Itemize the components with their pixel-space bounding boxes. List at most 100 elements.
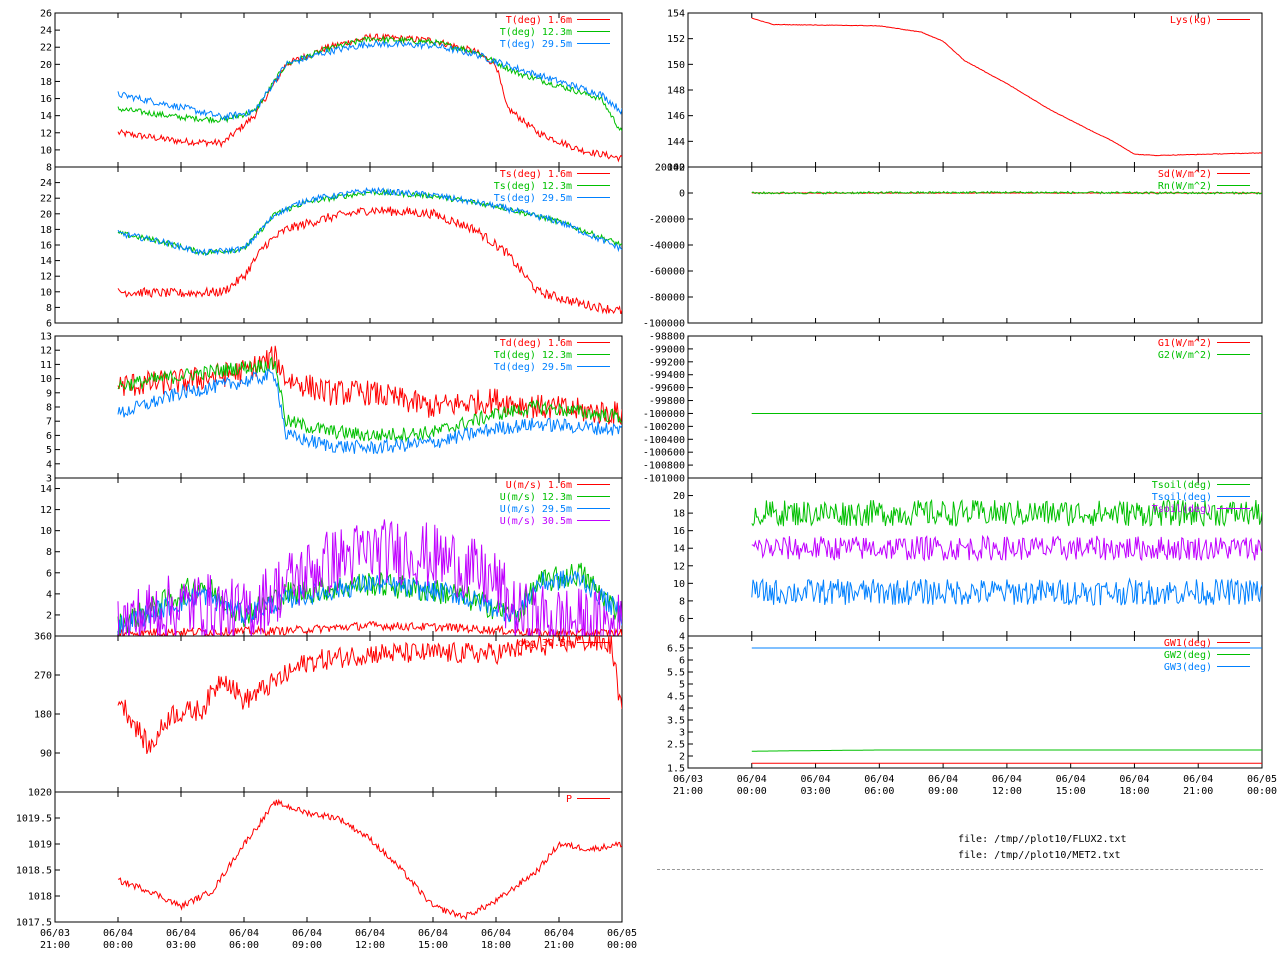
y-tick-label: 18 bbox=[40, 225, 52, 236]
y-tick-label: 154 bbox=[667, 9, 685, 20]
y-tick-label: 1.5 bbox=[667, 764, 685, 775]
y-tick-label: 6.5 bbox=[667, 644, 685, 655]
y-tick-label: 150 bbox=[667, 60, 685, 71]
y-tick-label: 4 bbox=[46, 589, 52, 600]
y-tick-label: 6 bbox=[679, 656, 685, 667]
y-tick-label: -60000 bbox=[649, 267, 685, 278]
legend-entry: Tsoil(deg) bbox=[1152, 492, 1212, 503]
x-tick-label: 06/04 bbox=[992, 774, 1022, 785]
x-tick-label: 06/04 bbox=[928, 774, 958, 785]
x-tick-label: 18:00 bbox=[481, 940, 511, 951]
legend-entry: G2(W/m^2) bbox=[1158, 350, 1212, 361]
series-line bbox=[117, 519, 622, 636]
chart-panel-8: -101000 -100800 -100600 -100400 -100200 -1000… bbox=[643, 332, 1263, 485]
legend-entry: deg 30.5m bbox=[518, 638, 572, 649]
y-tick-label: -99000 bbox=[649, 344, 685, 355]
y-tick-label: 90 bbox=[40, 749, 52, 760]
y-tick-label: 3.5 bbox=[667, 716, 685, 727]
series-line bbox=[117, 570, 622, 635]
y-tick-label: 10 bbox=[40, 287, 52, 298]
y-tick-label: 12 bbox=[40, 346, 52, 357]
y-tick-label: 14 bbox=[40, 256, 52, 267]
series-line bbox=[117, 188, 622, 256]
chart-panel-0: 8 10 12 14 16 18 20 22 24 26 T(deg) 1.6mT(deg) 12.… bbox=[40, 9, 623, 174]
series-line bbox=[117, 798, 622, 921]
series-line bbox=[751, 498, 1262, 527]
x-tick-label: 21:00 bbox=[544, 940, 574, 951]
y-tick-label: 3 bbox=[679, 728, 685, 739]
x-tick-label: 06:00 bbox=[229, 940, 259, 951]
y-tick-label: -100800 bbox=[643, 461, 685, 472]
y-tick-label: 5 bbox=[46, 445, 52, 456]
y-tick-label: 9 bbox=[46, 388, 52, 399]
y-tick-label: -40000 bbox=[649, 241, 685, 252]
legend-entry: U(m/s) 12.3m bbox=[500, 492, 572, 503]
series-line bbox=[751, 749, 1262, 752]
y-tick-label: 2 bbox=[46, 610, 52, 621]
y-tick-label: -80000 bbox=[649, 293, 685, 304]
x-tick-label: 00:00 bbox=[1247, 786, 1277, 797]
series-line bbox=[117, 186, 622, 257]
chart-panel-5: 1017.510181018.510191019.51020P06/0321:0… bbox=[16, 788, 637, 952]
x-tick-label: 06/04 bbox=[166, 928, 196, 939]
legend-entry: Td(deg) 12.3m bbox=[494, 350, 572, 361]
x-tick-label: 06/04 bbox=[1119, 774, 1149, 785]
y-tick-label: 146 bbox=[667, 111, 685, 122]
y-tick-label: 16 bbox=[673, 526, 685, 537]
chart-panel-7: -100000 -80000 -60000 -40000 -20000 0 20000 Sd(… bbox=[643, 163, 1263, 330]
y-tick-label: 10 bbox=[40, 374, 52, 385]
series-line bbox=[751, 190, 1262, 195]
y-tick-label: 1017.5 bbox=[16, 918, 52, 929]
x-tick-label: 06/04 bbox=[481, 928, 511, 939]
x-tick-label: 21:00 bbox=[1183, 786, 1213, 797]
y-tick-label: 180 bbox=[34, 710, 52, 721]
legend-entry: Td(deg) 29.5m bbox=[494, 362, 572, 373]
legend-entry: Ts(deg) 29.5m bbox=[494, 193, 572, 204]
y-tick-label: 360 bbox=[34, 632, 52, 643]
x-tick-label: 00:00 bbox=[103, 940, 133, 951]
y-tick-label: 20 bbox=[40, 60, 52, 71]
y-tick-label: 6 bbox=[46, 319, 52, 330]
y-tick-label: 270 bbox=[34, 671, 52, 682]
y-tick-label: -100200 bbox=[643, 422, 685, 433]
y-tick-label: 20000 bbox=[655, 163, 685, 174]
legend-entry: P bbox=[566, 794, 572, 805]
x-tick-label: 21:00 bbox=[673, 786, 703, 797]
y-tick-label: -99200 bbox=[649, 357, 685, 368]
x-tick-label: 12:00 bbox=[992, 786, 1022, 797]
legend-entry: Tsoil(deg) bbox=[1152, 504, 1212, 515]
y-tick-label: -100000 bbox=[643, 319, 685, 330]
y-tick-label: -100600 bbox=[643, 448, 685, 459]
plot-frame bbox=[54, 12, 623, 168]
x-tick-label: 06/04 bbox=[103, 928, 133, 939]
x-tick-label: 06:00 bbox=[864, 786, 894, 797]
y-tick-label: 142 bbox=[667, 163, 685, 174]
y-tick-label: 8 bbox=[46, 403, 52, 414]
y-tick-label: 1018.5 bbox=[16, 866, 52, 877]
legend-entry: Ts(deg) 1.6m bbox=[500, 169, 572, 180]
y-tick-label: 14 bbox=[40, 111, 52, 122]
x-tick-label: 00:00 bbox=[607, 940, 637, 951]
x-tick-label: 06/03 bbox=[40, 928, 70, 939]
separator-line bbox=[657, 869, 1263, 870]
legend-entry: U(m/s) 30.5m bbox=[500, 516, 572, 527]
x-tick-label: 12:00 bbox=[355, 940, 385, 951]
y-tick-label: 10 bbox=[673, 579, 685, 590]
y-tick-label: 2.5 bbox=[667, 740, 685, 751]
y-tick-label: 5 bbox=[679, 680, 685, 691]
y-tick-label: 10 bbox=[40, 145, 52, 156]
x-tick-label: 21:00 bbox=[40, 940, 70, 951]
legend-entry: GW1(deg) bbox=[1164, 638, 1212, 649]
y-tick-label: 18 bbox=[40, 77, 52, 88]
y-tick-label: -101000 bbox=[643, 474, 685, 485]
y-tick-label: 5.5 bbox=[667, 668, 685, 679]
plot-frame bbox=[687, 335, 1263, 479]
legend-entry: Ts(deg) 12.3m bbox=[494, 181, 572, 192]
y-tick-label: -99400 bbox=[649, 370, 685, 381]
x-tick-label: 06/03 bbox=[673, 774, 703, 785]
legend-entry: G1(W/m^2) bbox=[1158, 338, 1212, 349]
y-tick-label: 14 bbox=[673, 544, 685, 555]
